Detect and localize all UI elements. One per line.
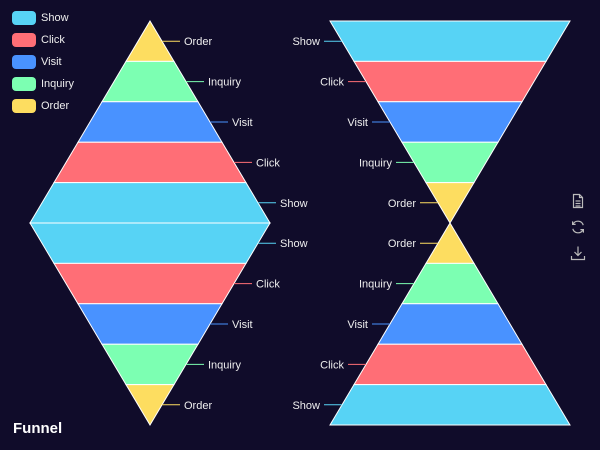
funnel-segment-visit[interactable] bbox=[77, 303, 223, 345]
data-view-button[interactable] bbox=[570, 193, 586, 209]
legend-item-order[interactable]: Order bbox=[12, 98, 74, 114]
segment-label-visit: Visit bbox=[347, 117, 368, 129]
segment-label-inquiry: Inquiry bbox=[359, 157, 393, 169]
legend-label: Order bbox=[41, 100, 70, 112]
funnel-segment-show[interactable] bbox=[29, 222, 271, 264]
segment-label-order: Order bbox=[388, 198, 416, 210]
segment-label-click: Click bbox=[320, 77, 344, 89]
funnel-segment-click[interactable] bbox=[353, 60, 547, 103]
funnel-segment-show[interactable] bbox=[329, 20, 571, 62]
funnel-segment-inquiry[interactable] bbox=[401, 262, 499, 305]
funnel-segment-show[interactable] bbox=[29, 182, 271, 224]
legend: Show Click Visit Inquiry Order bbox=[12, 10, 74, 114]
segment-label-click: Click bbox=[256, 279, 280, 291]
legend-item-inquiry[interactable]: Inquiry bbox=[12, 76, 74, 92]
legend-swatch bbox=[12, 33, 36, 47]
legend-label: Click bbox=[41, 34, 65, 46]
funnel-segment-visit[interactable] bbox=[77, 101, 223, 143]
funnel-segment-click[interactable] bbox=[53, 262, 247, 305]
legend-swatch bbox=[12, 77, 36, 91]
segment-label-show: Show bbox=[280, 198, 308, 210]
segment-label-inquiry: Inquiry bbox=[208, 359, 242, 371]
legend-swatch bbox=[12, 99, 36, 113]
funnel-segment-inquiry[interactable] bbox=[101, 60, 199, 103]
chart-title: Funnel bbox=[13, 420, 63, 437]
funnel-segment-inquiry[interactable] bbox=[401, 141, 499, 184]
document-icon bbox=[572, 193, 584, 209]
funnel-segment-visit[interactable] bbox=[377, 101, 523, 143]
legend-swatch bbox=[12, 55, 36, 69]
save-image-button[interactable] bbox=[570, 245, 586, 261]
segment-label-order: Order bbox=[388, 238, 416, 250]
legend-label: Visit bbox=[41, 56, 62, 68]
funnel-segment-click[interactable] bbox=[353, 343, 547, 386]
legend-item-click[interactable]: Click bbox=[12, 32, 74, 48]
segment-label-show: Show bbox=[292, 36, 320, 48]
legend-swatch bbox=[12, 11, 36, 25]
download-icon bbox=[570, 246, 586, 261]
legend-item-visit[interactable]: Visit bbox=[12, 54, 74, 70]
segment-label-order: Order bbox=[184, 400, 212, 412]
legend-label: Show bbox=[41, 12, 69, 24]
funnel-segment-inquiry[interactable] bbox=[101, 343, 199, 386]
segment-label-show: Show bbox=[292, 400, 320, 412]
funnel-segment-show[interactable] bbox=[329, 384, 571, 426]
segment-label-click: Click bbox=[320, 359, 344, 371]
segment-label-order: Order bbox=[184, 36, 212, 48]
funnel-segment-click[interactable] bbox=[53, 141, 247, 184]
segment-label-visit: Visit bbox=[347, 319, 368, 331]
segment-label-click: Click bbox=[256, 157, 280, 169]
legend-label: Inquiry bbox=[41, 78, 75, 90]
legend-item-show[interactable]: Show bbox=[12, 10, 74, 26]
segment-label-visit: Visit bbox=[232, 319, 253, 331]
segment-label-visit: Visit bbox=[232, 117, 253, 129]
funnel-segment-visit[interactable] bbox=[377, 303, 523, 345]
segment-label-inquiry: Inquiry bbox=[359, 279, 393, 291]
toolbox bbox=[570, 193, 586, 261]
segment-label-inquiry: Inquiry bbox=[208, 77, 242, 89]
refresh-icon bbox=[572, 220, 584, 234]
segment-label-show: Show bbox=[280, 238, 308, 250]
restore-button[interactable] bbox=[570, 219, 586, 235]
